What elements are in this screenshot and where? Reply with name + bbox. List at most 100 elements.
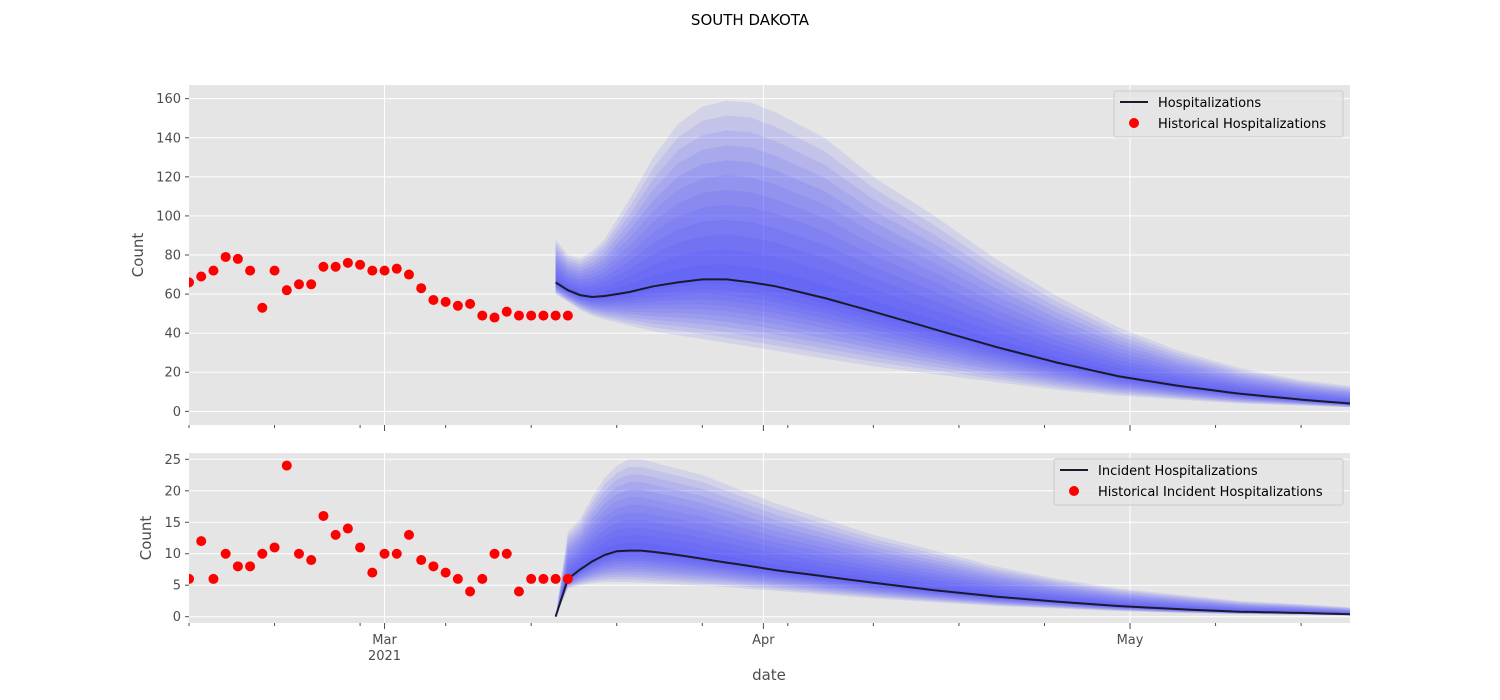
forecast-band [555,489,1350,617]
legend-label: Incident Hospitalizations [1098,464,1258,479]
y-tick-label: 5 [173,579,181,594]
forecast-band [555,504,1350,617]
y-tick-label: 0 [173,405,181,420]
y-tick-label: 40 [164,327,181,342]
historical-point [281,460,292,471]
historical-point [550,573,561,584]
y-tick-label: 80 [164,249,181,264]
historical-point [318,510,329,521]
y-tick-label: 160 [156,92,181,107]
forecast-band [555,115,1350,408]
historical-point [416,283,427,294]
historical-point [257,548,268,559]
forecast-band [555,527,1350,617]
forecast-band [555,175,1350,406]
historical-point [562,310,573,321]
historical-point [189,573,194,584]
hospitalizations-panel: 0 20 40 60 80 100 120 140 160 Count Hospitalizatio… [129,85,1350,431]
historical-point [355,259,366,270]
forecast-band [555,130,1350,407]
historical-point [452,573,463,584]
historical-point [232,561,243,572]
forecast-band [555,474,1350,617]
historical-point [245,561,256,572]
y-tick-label: 60 [164,288,181,303]
historical-point [220,251,231,262]
historical-point [269,542,280,553]
historical-point [293,548,304,559]
historical-point [526,310,537,321]
historical-point [196,271,207,282]
x-tick-sublabel: 2021 [368,649,401,664]
historical-point [428,294,439,305]
historical-point [477,310,488,321]
y-tick-label: 20 [164,484,181,499]
historical-point [452,300,463,311]
legend-label: Historical Hospitalizations [1158,117,1326,132]
historical-point [550,310,561,321]
forecast-band [555,520,1350,617]
y-tick-label: 120 [156,170,181,185]
historical-point [245,265,256,276]
historical-point [477,573,488,584]
x-axis-label: date [752,666,786,684]
historical-point [367,265,378,276]
historical-point [403,269,414,280]
forecast-band [555,190,1350,406]
y-tick-label: 140 [156,131,181,146]
forecast-band [555,234,1350,405]
historical-point [367,567,378,578]
legend: Incident Hospitalizations Historical Inci… [1053,458,1344,506]
historical-point [501,306,512,317]
historical-point [196,536,207,547]
x-tick-label: Mar [372,633,397,648]
historical-point [355,542,366,553]
historical-point [391,548,402,559]
forecast-band [555,535,1350,617]
y-tick-label: 0 [173,610,181,625]
legend-point-swatch [1069,486,1079,496]
legend-label: Hospitalizations [1158,96,1261,111]
legend-point-swatch [1129,118,1139,128]
historical-point [208,573,219,584]
historical-point [232,253,243,264]
y-tick-label: 15 [164,516,181,531]
forecast-bands [555,100,1350,408]
forecast-band [555,482,1350,617]
historical-point [391,263,402,274]
historical-point [306,555,317,566]
historical-point [526,573,537,584]
forecast-band [555,219,1350,405]
forecast-band [555,204,1350,406]
legend-box [1053,458,1344,506]
historical-point [257,302,268,313]
x-ticks [188,623,1302,629]
historical-point [306,279,317,290]
historical-point [269,265,280,276]
historical-point [330,261,341,272]
historical-point [189,277,194,288]
y-tick-label: 25 [164,453,181,468]
forecast-band [555,512,1350,617]
forecast-median-line [554,549,1350,618]
forecast-bands [555,459,1350,617]
forecast-band [555,459,1350,617]
legend-box [1113,90,1344,138]
y-tick-label: 20 [164,366,181,381]
historical-point [208,265,219,276]
historical-point [342,257,353,268]
historical-points [189,460,573,597]
historical-point [489,548,500,559]
historical-point [416,555,427,566]
historical-point [538,573,549,584]
historical-point [440,296,451,307]
forecast-band [555,145,1350,407]
y-tick-label: 10 [164,547,181,562]
forecast-band [555,160,1350,407]
y-axis-label: Count [129,233,147,278]
historical-point [440,567,451,578]
historical-point [489,312,500,323]
y-tick-label: 100 [156,209,181,224]
historical-points [189,251,573,323]
